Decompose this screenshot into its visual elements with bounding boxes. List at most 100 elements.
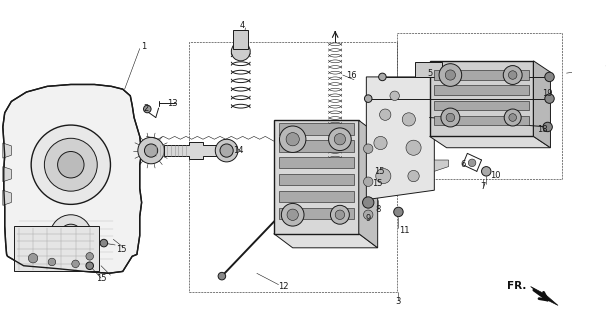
Circle shape	[328, 128, 351, 150]
Circle shape	[545, 72, 554, 82]
Polygon shape	[430, 61, 533, 136]
Polygon shape	[274, 120, 359, 234]
Circle shape	[218, 272, 225, 280]
Circle shape	[374, 136, 387, 150]
Circle shape	[330, 205, 349, 224]
Text: 19: 19	[542, 89, 553, 99]
Polygon shape	[3, 143, 12, 158]
Text: 9: 9	[365, 214, 371, 223]
Bar	[435, 116, 529, 125]
Polygon shape	[164, 142, 227, 159]
Bar	[279, 191, 354, 203]
Text: 3: 3	[396, 297, 401, 306]
Polygon shape	[435, 94, 448, 105]
Circle shape	[543, 122, 552, 132]
Circle shape	[376, 169, 391, 184]
Text: 8: 8	[375, 204, 381, 213]
Circle shape	[406, 140, 421, 155]
Circle shape	[394, 207, 403, 217]
Circle shape	[86, 262, 93, 269]
Circle shape	[138, 137, 164, 164]
Circle shape	[504, 109, 521, 126]
Text: 1: 1	[141, 42, 146, 51]
Circle shape	[379, 109, 391, 120]
Polygon shape	[533, 61, 550, 148]
Text: 18: 18	[538, 125, 548, 134]
Circle shape	[408, 170, 419, 182]
Circle shape	[545, 94, 554, 103]
Bar	[279, 140, 354, 151]
Circle shape	[58, 151, 84, 178]
Polygon shape	[435, 122, 448, 133]
Circle shape	[441, 108, 460, 127]
Circle shape	[439, 64, 462, 86]
Bar	[435, 100, 529, 110]
Circle shape	[231, 42, 250, 61]
Polygon shape	[3, 84, 142, 273]
Circle shape	[446, 113, 454, 122]
Circle shape	[468, 159, 476, 167]
Circle shape	[281, 204, 304, 226]
Bar	[416, 62, 442, 77]
Polygon shape	[3, 190, 12, 205]
Text: 15: 15	[116, 245, 126, 254]
Circle shape	[364, 210, 373, 220]
Text: 15: 15	[375, 167, 385, 176]
Circle shape	[503, 66, 522, 84]
Bar	[279, 208, 354, 220]
Circle shape	[281, 209, 286, 215]
Text: 5: 5	[427, 68, 432, 78]
Circle shape	[86, 252, 93, 260]
Circle shape	[279, 126, 306, 152]
Bar	[14, 226, 99, 271]
Circle shape	[402, 113, 416, 126]
Circle shape	[144, 144, 158, 157]
Circle shape	[220, 144, 233, 157]
Text: 16: 16	[346, 70, 356, 80]
Circle shape	[390, 91, 399, 100]
Polygon shape	[435, 160, 448, 171]
Circle shape	[335, 210, 345, 220]
Circle shape	[72, 260, 79, 268]
Text: 7: 7	[481, 182, 486, 191]
Polygon shape	[359, 120, 378, 248]
Circle shape	[362, 197, 374, 208]
Circle shape	[335, 133, 345, 145]
Bar	[435, 70, 529, 80]
Bar	[279, 157, 354, 169]
Circle shape	[364, 177, 373, 187]
Circle shape	[44, 138, 97, 191]
Circle shape	[287, 209, 298, 220]
Text: FR.: FR.	[507, 281, 526, 291]
Text: 10: 10	[490, 171, 501, 180]
Circle shape	[144, 105, 151, 113]
Text: 17: 17	[604, 65, 606, 74]
Text: 2: 2	[144, 104, 149, 113]
Circle shape	[48, 258, 56, 266]
Polygon shape	[367, 77, 435, 200]
Bar	[279, 123, 354, 134]
Text: 15: 15	[373, 179, 383, 188]
Bar	[233, 30, 248, 49]
Text: 6: 6	[460, 160, 465, 169]
Circle shape	[509, 114, 516, 121]
Text: 4: 4	[240, 21, 245, 30]
Circle shape	[31, 125, 110, 204]
Circle shape	[286, 132, 299, 146]
Bar	[435, 85, 529, 95]
Bar	[279, 174, 354, 186]
Circle shape	[364, 144, 373, 153]
Polygon shape	[3, 167, 12, 182]
Circle shape	[100, 239, 108, 247]
Text: 12: 12	[278, 282, 288, 291]
Circle shape	[59, 224, 82, 247]
Text: 14: 14	[233, 146, 243, 155]
Text: 13: 13	[167, 99, 178, 108]
Circle shape	[364, 95, 372, 102]
Circle shape	[28, 253, 38, 263]
Circle shape	[379, 73, 386, 81]
Text: 15: 15	[96, 274, 106, 283]
Polygon shape	[430, 136, 550, 148]
Circle shape	[445, 70, 456, 80]
Polygon shape	[274, 234, 378, 248]
